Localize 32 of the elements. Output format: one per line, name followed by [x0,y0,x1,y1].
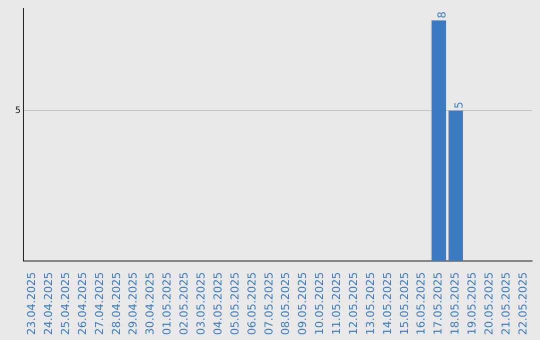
x-tick-label: 30.04.2025 [144,272,157,336]
x-tick-label: 14.05.2025 [380,272,394,336]
x-tick-label: 25.04.2025 [58,272,72,336]
x-tick-label: 29.04.2025 [126,272,140,336]
x-tick-label: 21.05.2025 [499,272,512,336]
x-tick-label: 08.05.2025 [279,272,292,336]
x-tick-label: 28.04.2025 [110,272,123,336]
x-tick-label: 20.05.2025 [482,272,496,336]
x-tick-label: 27.04.2025 [92,272,106,336]
x-tick-label: 09.05.2025 [296,272,310,336]
x-tick-label: 26.04.2025 [76,272,89,336]
data-label: 8 [436,11,449,18]
x-tick-label: 18.05.2025 [448,272,462,336]
x-tick-label: 05.05.2025 [228,272,242,336]
x-tick-label: 11.05.2025 [330,272,344,336]
x-tick-label: 07.05.2025 [262,272,276,336]
x-tick-label: 24.04.2025 [42,272,55,336]
x-tick-label: 15.05.2025 [398,272,411,336]
x-tick-label: 12.05.2025 [346,272,360,336]
x-tick-label: 22.05.2025 [516,272,530,336]
x-tick-label: 01.05.2025 [160,272,174,336]
x-tick-label: 23.04.2025 [25,272,38,336]
data-label: 5 [452,102,466,109]
x-tick-label: 17.05.2025 [432,272,445,336]
x-tick-label: 03.05.2025 [194,272,208,336]
x-tick-label: 13.05.2025 [364,272,377,336]
x-tick-label: 10.05.2025 [313,272,326,336]
x-tick-label: 06.05.2025 [245,272,258,336]
x-tick-label: 16.05.2025 [414,272,428,336]
x-tick-label: 04.05.2025 [211,272,224,336]
x-tick-label: 02.05.2025 [178,272,191,336]
x-tick-label: 19.05.2025 [466,272,479,336]
